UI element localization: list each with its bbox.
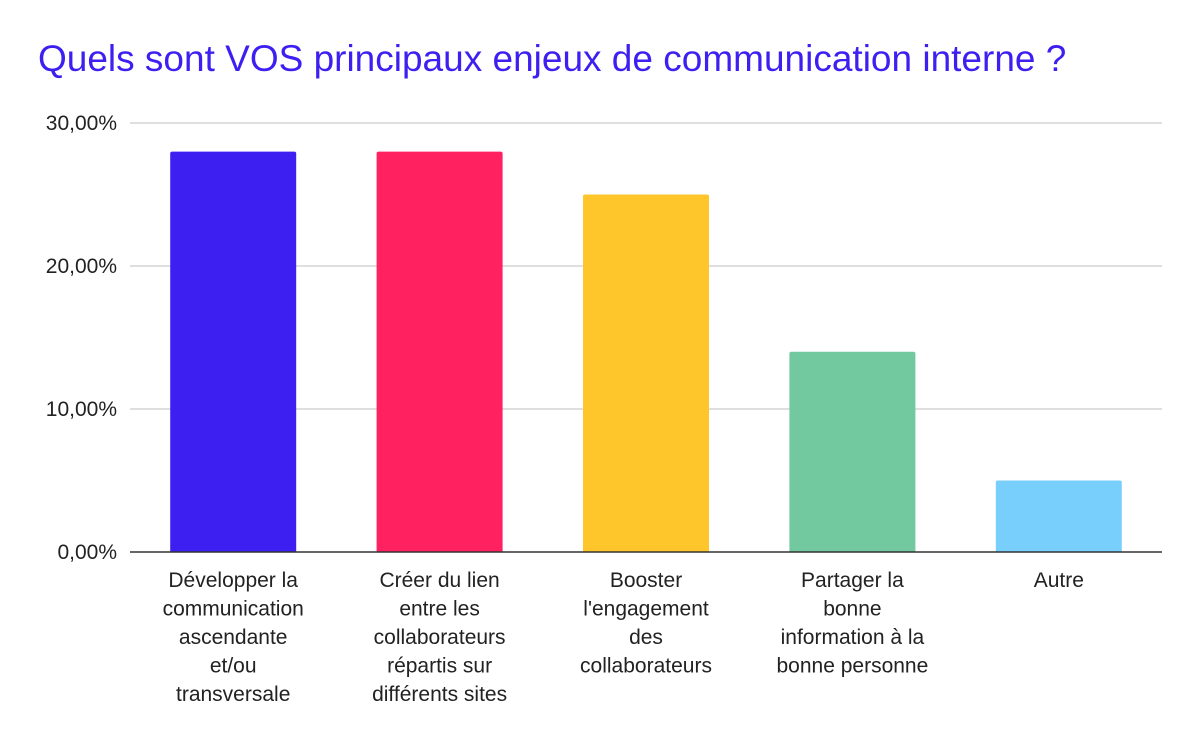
y-tick-label: 20,00% bbox=[46, 255, 117, 278]
x-category-label: Autre bbox=[1034, 569, 1084, 592]
bars bbox=[170, 151, 1122, 552]
chart-title: Quels sont VOS principaux enjeux de comm… bbox=[38, 38, 1067, 79]
x-axis-category-labels: Développer la communication ascendante et/o… bbox=[163, 569, 1084, 706]
y-tick-label: 10,00% bbox=[46, 398, 117, 421]
x-category-label: Créer du lien entre les collaborateurs répa… bbox=[372, 569, 507, 706]
x-category-label: Partager la bonne information à la bonne pe… bbox=[776, 569, 928, 678]
x-category-label: Booster l'engagement des collaborateurs bbox=[580, 569, 712, 678]
y-tick-label: 30,00% bbox=[46, 112, 117, 135]
y-axis-tick-labels: 0,00% 10,00% 20,00% 30,00% bbox=[46, 112, 117, 564]
bar bbox=[789, 351, 916, 552]
x-category-label: Développer la communication ascendante et/o… bbox=[163, 569, 304, 706]
bar bbox=[170, 151, 297, 552]
y-tick-label: 0,00% bbox=[57, 541, 117, 564]
bar bbox=[995, 480, 1122, 552]
bar bbox=[376, 151, 503, 552]
bar bbox=[583, 194, 709, 552]
